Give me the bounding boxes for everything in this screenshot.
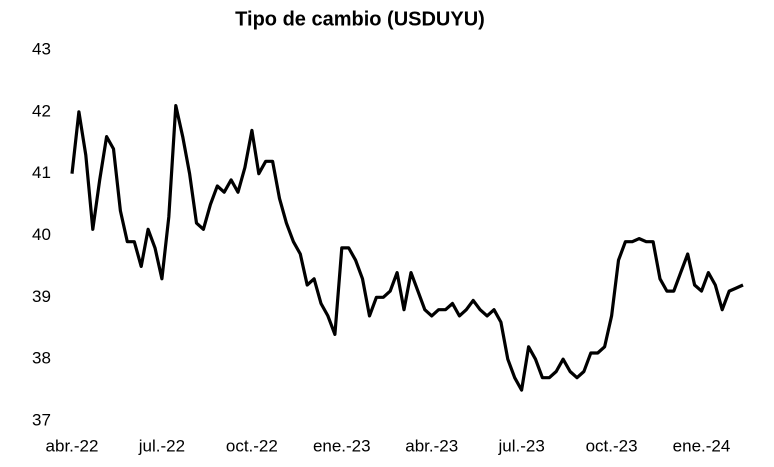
y-tick-label: 42 [32, 101, 51, 120]
chart-title: Tipo de cambio (USDUYU) [235, 8, 485, 30]
x-tick-label: oct.-23 [586, 436, 638, 455]
y-tick-label: 43 [32, 39, 51, 58]
y-tick-label: 38 [32, 349, 51, 368]
series-line [70, 104, 744, 392]
x-tick-label: abr.-22 [46, 436, 99, 455]
x-tick-label: jul.-22 [138, 436, 185, 455]
y-tick-label: 37 [32, 410, 51, 429]
x-tick-label: oct.-22 [226, 436, 278, 455]
x-tick-label: abr.-23 [405, 436, 458, 455]
y-tick-label: 39 [32, 287, 51, 306]
y-tick-label: 41 [32, 163, 51, 182]
y-tick-label: 40 [32, 225, 51, 244]
x-tick-label: jul.-23 [497, 436, 544, 455]
x-tick-label: ene.-23 [313, 436, 371, 455]
x-tick-label: ene.-24 [673, 436, 731, 455]
